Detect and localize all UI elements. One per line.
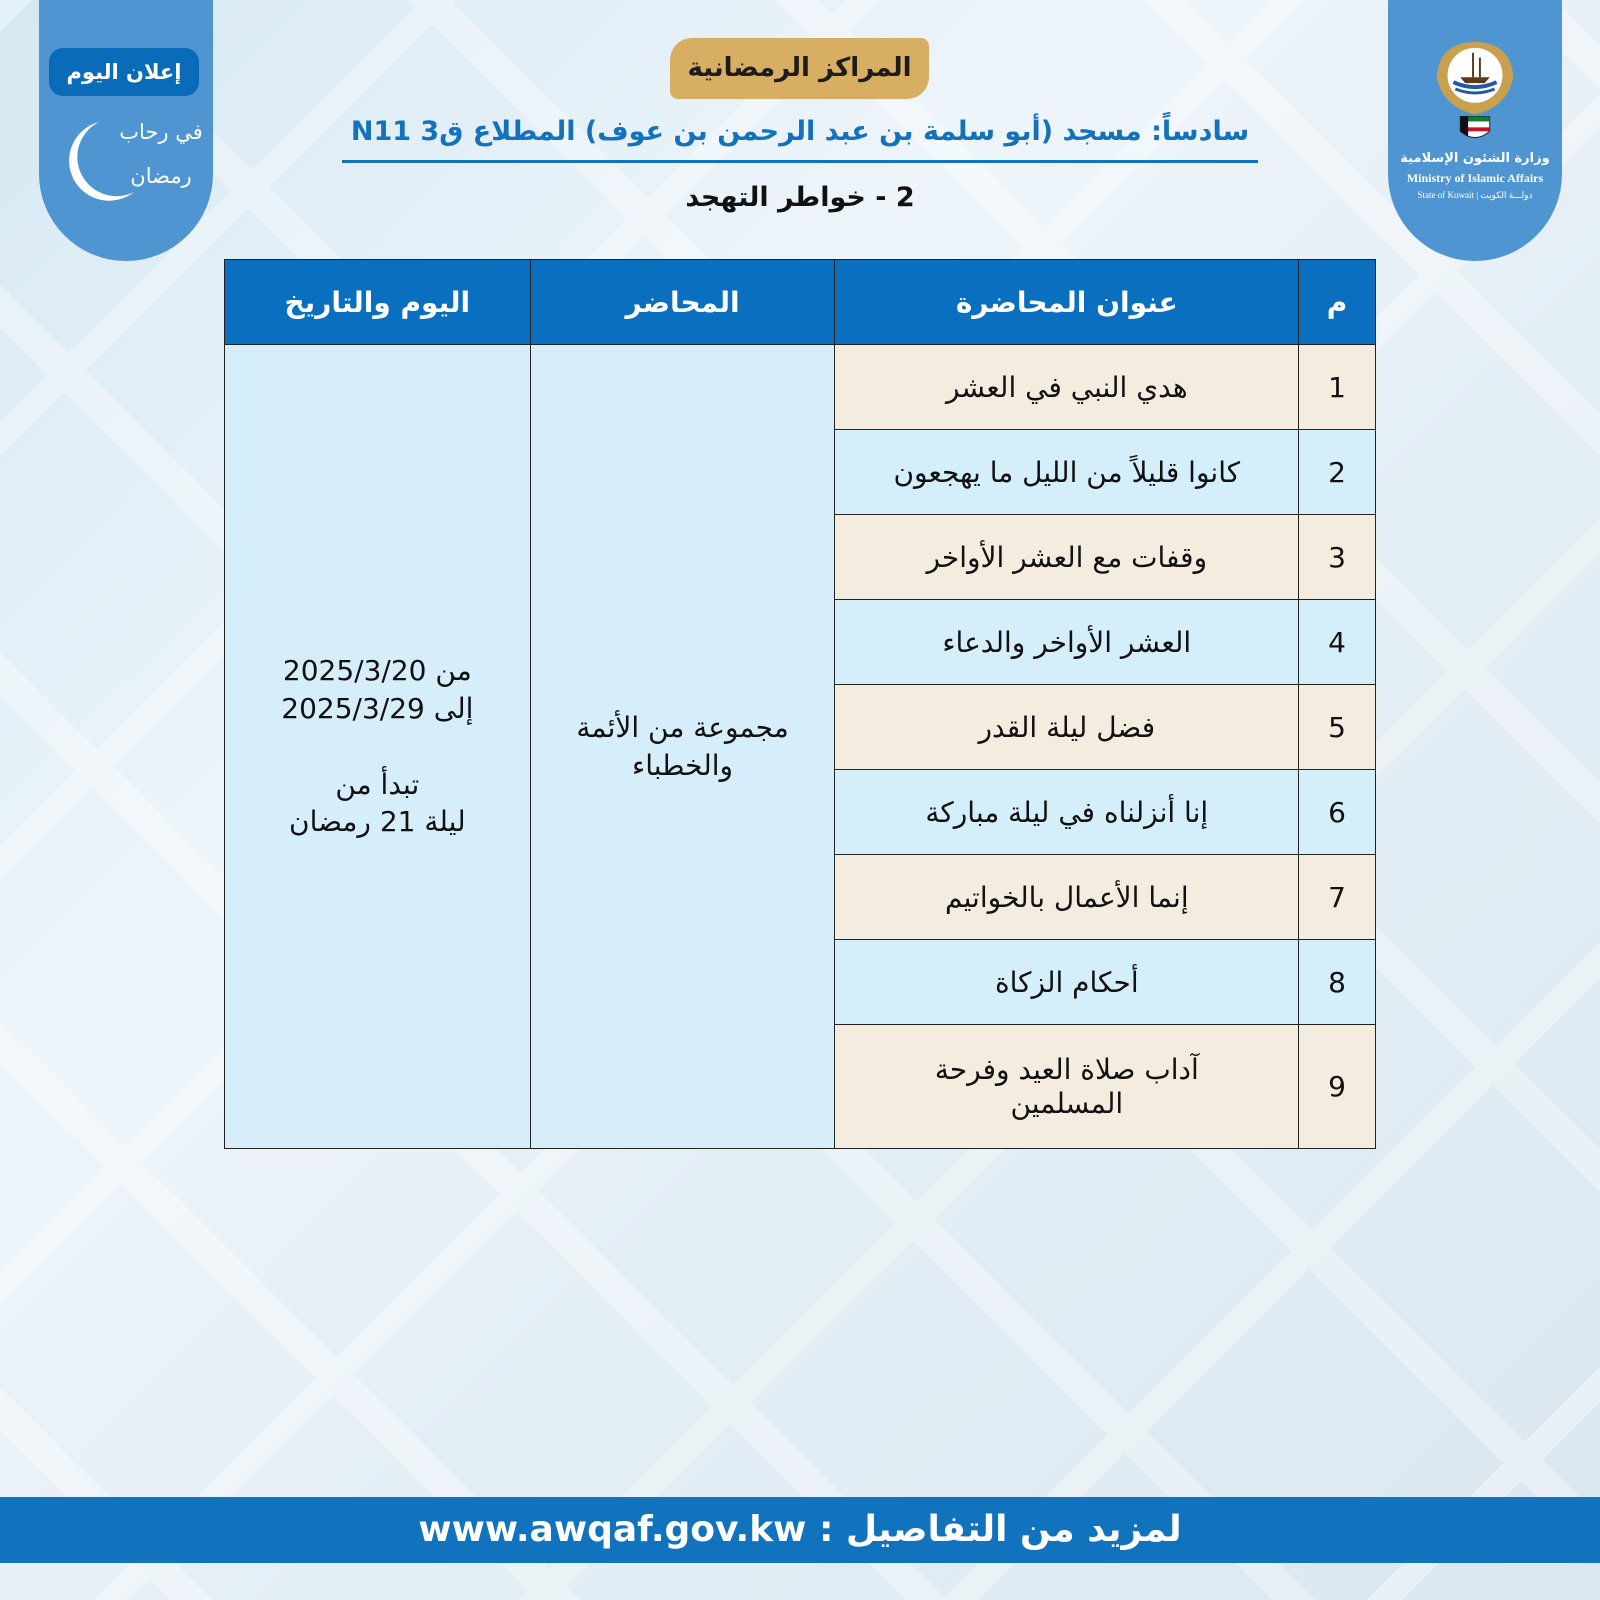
row-title: وقفات مع العشر الأواخر bbox=[834, 514, 1300, 600]
date-from: من 2025/3/20 bbox=[282, 653, 472, 687]
row-num: 8 bbox=[1298, 939, 1376, 1025]
row-title: إنا أنزلناه في ليلة مباركة bbox=[834, 769, 1300, 855]
footer-bar: لمزيد من التفاصيل : www.awqaf.gov.kw bbox=[0, 1497, 1600, 1563]
row-num: 7 bbox=[1298, 854, 1376, 940]
header-lecturer: المحاضر bbox=[529, 259, 836, 345]
row-num: 9 bbox=[1298, 1024, 1376, 1149]
header-date: اليوم والتاريخ bbox=[224, 259, 531, 345]
today-label: إعلان اليوم bbox=[49, 48, 199, 96]
row-title: إنما الأعمال بالخواتيم bbox=[834, 854, 1300, 940]
row-title: العشر الأواخر والدعاء bbox=[834, 599, 1300, 685]
ministry-name-ar: وزارة الشئون الإسلامية bbox=[1400, 151, 1550, 166]
date-night: ليلة 21 رمضان bbox=[289, 805, 466, 839]
lecturer-text: مجموعة من الأئمة والخطباء bbox=[576, 710, 789, 782]
date-to: إلى 2025/3/29 bbox=[281, 691, 474, 725]
mosque-title: سادساً: مسجد (أبو سلمة بن عبد الرحمن بن … bbox=[350, 116, 1250, 147]
row-num: 3 bbox=[1298, 514, 1376, 600]
header-num: م bbox=[1298, 259, 1376, 345]
crescent-icon bbox=[69, 122, 134, 201]
lecturer-cell: مجموعة من الأئمة والخطباء bbox=[529, 344, 836, 1149]
row-num: 5 bbox=[1298, 684, 1376, 770]
today-announcement-badge: إعلان اليوم في رحاب رمضان bbox=[39, 0, 213, 261]
row-title: أحكام الزكاة bbox=[834, 939, 1300, 1025]
ministry-name-en: Ministry of Islamic Affairs bbox=[1406, 171, 1544, 185]
row-title: هدي النبي في العشر bbox=[834, 344, 1300, 430]
header-title: عنوان المحاضرة bbox=[834, 259, 1300, 345]
ramadan-centers-pill: المراكز الرمضانية bbox=[670, 38, 929, 99]
row-num: 6 bbox=[1298, 769, 1376, 855]
date-cell: من 2025/3/20 إلى 2025/3/29 تبدأ من ليلة … bbox=[224, 344, 531, 1149]
row-title: فضل ليلة القدر bbox=[834, 684, 1300, 770]
state-label: State of Kuwait | دولـــة الكويت bbox=[1417, 190, 1533, 200]
ministry-badge: وزارة الشئون الإسلامية Ministry of Islam… bbox=[1388, 0, 1562, 261]
row-title-text: آداب صلاة العيد وفرحة المسلمين bbox=[934, 1052, 1199, 1120]
row-num: 4 bbox=[1298, 599, 1376, 685]
table-row: 1 هدي النبي في العشر مجموعة من الأئمة وا… bbox=[224, 344, 1376, 1149]
kuwait-emblem-icon bbox=[1436, 41, 1514, 139]
row-title: كانوا قليلاً من الليل ما يهجعون bbox=[834, 429, 1300, 515]
table-header-row: م عنوان المحاضرة المحاضر اليوم والتاريخ bbox=[224, 259, 1376, 345]
ramadan-logo-text: في رحاب رمضان bbox=[119, 120, 203, 188]
row-title: آداب صلاة العيد وفرحة المسلمين bbox=[834, 1024, 1300, 1149]
section-title: 2 - خواطر التهجد bbox=[685, 182, 915, 213]
lectures-table: م عنوان المحاضرة المحاضر اليوم والتاريخ … bbox=[224, 259, 1376, 1149]
footer-url-link[interactable]: www.awqaf.gov.kw bbox=[418, 1509, 807, 1550]
row-num: 1 bbox=[1298, 344, 1376, 430]
row-num: 2 bbox=[1298, 429, 1376, 515]
title-underline bbox=[342, 160, 1258, 163]
footer-label: لمزيد من التفاصيل : bbox=[818, 1509, 1182, 1550]
date-starts: تبدأ من bbox=[335, 767, 420, 801]
